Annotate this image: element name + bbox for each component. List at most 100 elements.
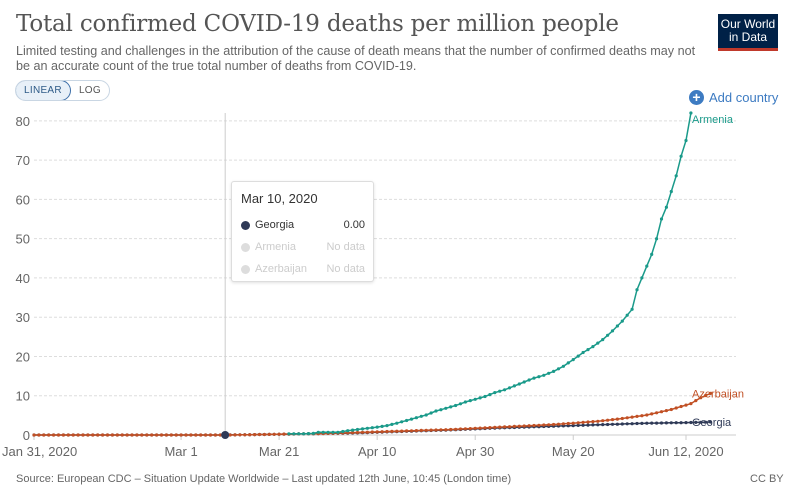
data-point	[454, 427, 458, 431]
y-tick-label: 70	[16, 153, 30, 168]
data-point	[405, 418, 409, 423]
data-point	[655, 237, 659, 241]
data-point	[370, 430, 374, 434]
add-country-label: Add country	[709, 90, 779, 105]
data-point	[596, 341, 600, 345]
data-point	[488, 426, 492, 430]
data-point	[390, 422, 394, 426]
log-scale-button[interactable]: LOG	[78, 85, 101, 96]
hover-marker	[221, 431, 230, 439]
data-point	[483, 426, 487, 430]
x-tick-label: Jan 31, 2020	[2, 444, 77, 459]
tooltip-value: No data	[326, 263, 365, 275]
owid-logo[interactable]: Our World in Data	[718, 14, 778, 51]
data-point	[669, 407, 673, 412]
data-point	[409, 417, 414, 421]
data-point	[439, 428, 443, 432]
y-tick-label: 30	[16, 310, 30, 325]
data-point	[346, 429, 350, 433]
data-point	[679, 404, 683, 409]
data-point	[615, 422, 620, 426]
series-label-azerbaijan[interactable]: Azerbaijan	[692, 388, 744, 400]
data-point	[267, 432, 271, 436]
data-point	[522, 424, 526, 428]
tooltip-value: 0.00	[343, 219, 365, 231]
data-point	[370, 426, 374, 430]
data-point	[556, 367, 561, 371]
data-point	[159, 433, 164, 437]
data-point	[213, 433, 217, 437]
data-point	[409, 429, 414, 433]
data-point	[522, 380, 526, 384]
data-point	[444, 406, 448, 410]
data-point	[601, 338, 605, 342]
data-point	[610, 329, 615, 333]
data-point	[674, 421, 678, 425]
data-point	[606, 333, 610, 337]
series-labels: Georgia Azerbaijan Armenia	[692, 114, 744, 429]
data-point	[625, 422, 629, 426]
data-point	[542, 373, 546, 377]
tooltip-row-azerbaijan: Azerbaijan No data	[241, 258, 365, 280]
data-point	[458, 427, 463, 431]
y-tick-label: 0	[23, 428, 30, 443]
data-point	[679, 421, 683, 425]
data-point	[194, 433, 198, 437]
data-point	[708, 391, 713, 395]
data-point	[645, 413, 649, 417]
data-point	[547, 423, 551, 427]
source-note[interactable]: Source: European CDC – Situation Update …	[16, 473, 512, 485]
series-label-georgia[interactable]: Georgia	[692, 417, 732, 429]
data-point	[380, 430, 384, 434]
data-point	[537, 423, 541, 427]
data-point	[375, 425, 379, 429]
data-point	[120, 433, 124, 437]
scale-toggle: LINEAR LOG	[15, 80, 110, 101]
data-point	[664, 421, 669, 425]
linear-scale-button[interactable]: LINEAR	[15, 81, 71, 100]
data-point	[659, 421, 664, 425]
data-point	[630, 307, 634, 311]
data-point	[400, 429, 404, 433]
y-tick-label: 80	[16, 114, 30, 129]
data-point	[96, 433, 100, 437]
data-point	[449, 427, 453, 432]
series-label-armenia[interactable]: Armenia	[692, 114, 734, 126]
license-link[interactable]: CC BY	[750, 473, 784, 485]
data-point	[689, 402, 693, 406]
data-point	[189, 433, 193, 437]
data-point	[659, 410, 664, 414]
data-point	[532, 423, 536, 428]
data-point	[130, 433, 134, 437]
data-point	[444, 428, 448, 432]
data-point	[292, 432, 296, 436]
y-tick-label: 60	[16, 192, 30, 207]
logo-line-1: Our World	[720, 17, 776, 31]
data-point	[145, 433, 149, 437]
data-point	[532, 376, 536, 380]
data-point	[228, 433, 232, 437]
add-country-button[interactable]: + Add country	[689, 90, 778, 105]
data-point	[351, 431, 355, 435]
data-point	[576, 421, 580, 425]
data-point	[512, 424, 517, 428]
data-point	[179, 433, 183, 437]
data-point	[561, 422, 566, 426]
data-point	[645, 264, 649, 268]
data-point	[424, 428, 428, 432]
data-point	[591, 423, 595, 427]
data-point	[184, 433, 188, 437]
data-point	[414, 429, 418, 433]
data-point	[650, 412, 654, 416]
data-point	[517, 382, 521, 386]
tooltip-country-name: Georgia	[255, 219, 295, 231]
data-point	[405, 429, 409, 433]
data-point	[566, 424, 570, 428]
data-point	[689, 420, 693, 425]
data-point	[694, 399, 698, 403]
tooltip-dot	[241, 264, 250, 274]
data-point	[571, 424, 575, 428]
data-point	[586, 348, 590, 352]
data-point	[640, 414, 644, 418]
